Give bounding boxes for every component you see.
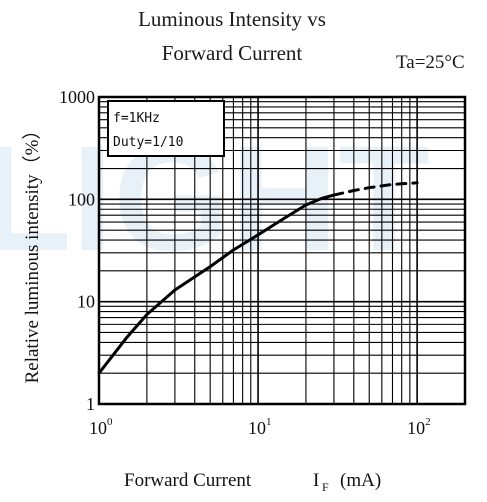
series-line-solid [97,193,336,375]
series-line-dashed [332,181,419,197]
chart-title-line2: Forward Current [162,41,303,65]
chart-title-line1: Luminous Intensity vs [138,7,326,31]
y-axis-label: Relative luminous intensity（%） [21,121,43,384]
plot-frame [97,95,467,406]
x-tick-label: 100 [89,416,113,438]
annotation-box: f=1KHz Duty=1/10 [107,100,225,157]
tick-labels: 1 10 100 1000 100 101 102 [59,87,431,438]
x-axis-label: Forward Current I F (mA) [124,470,381,494]
temperature-condition: Ta=25°C [396,52,465,73]
y-tick-label: 1 [86,394,95,414]
series-group [97,181,419,375]
y-tick-label: 10 [77,292,95,312]
y-tick-label: 100 [68,189,95,209]
annotation-duty: Duty=1/10 [113,135,183,150]
x-tick-label: 101 [248,416,272,438]
x-axis-label-text: Forward Current [124,470,252,491]
annotation-frequency: f=1KHz [113,111,160,126]
x-tick-label: 102 [407,416,431,438]
x-axis-label-subscript: F [322,480,329,494]
x-axis-label-unit: (mA) [340,470,381,491]
y-tick-label: 1000 [59,87,95,107]
x-axis-label-symbol: I [313,470,319,491]
